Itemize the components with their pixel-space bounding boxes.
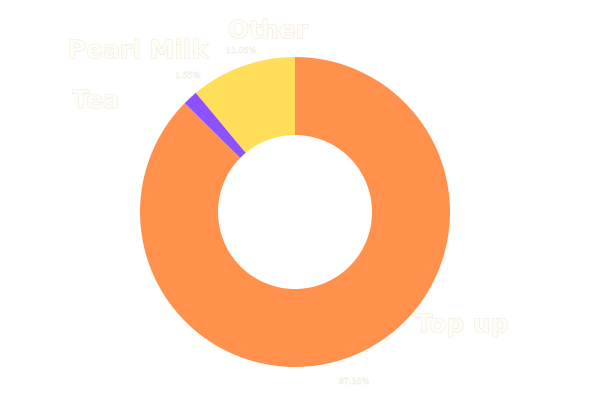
value-label-pearl-milk: 1.55%: [175, 71, 201, 80]
category-label-pearl-milk: Pearl Milk: [68, 35, 210, 64]
category-label-other: Other: [228, 15, 309, 44]
slice-pearl-milk: [184, 92, 246, 158]
category-label-tea: Tea: [72, 85, 120, 114]
slice-other: [195, 57, 295, 153]
value-label-top-up: 87.38%: [339, 377, 370, 386]
slice-top-up: [139, 57, 450, 367]
category-label-top-up: Top up: [415, 309, 508, 338]
donut-slices: [139, 57, 450, 367]
slice-tea: [184, 103, 241, 158]
value-label-other: 11.05%: [226, 46, 257, 55]
